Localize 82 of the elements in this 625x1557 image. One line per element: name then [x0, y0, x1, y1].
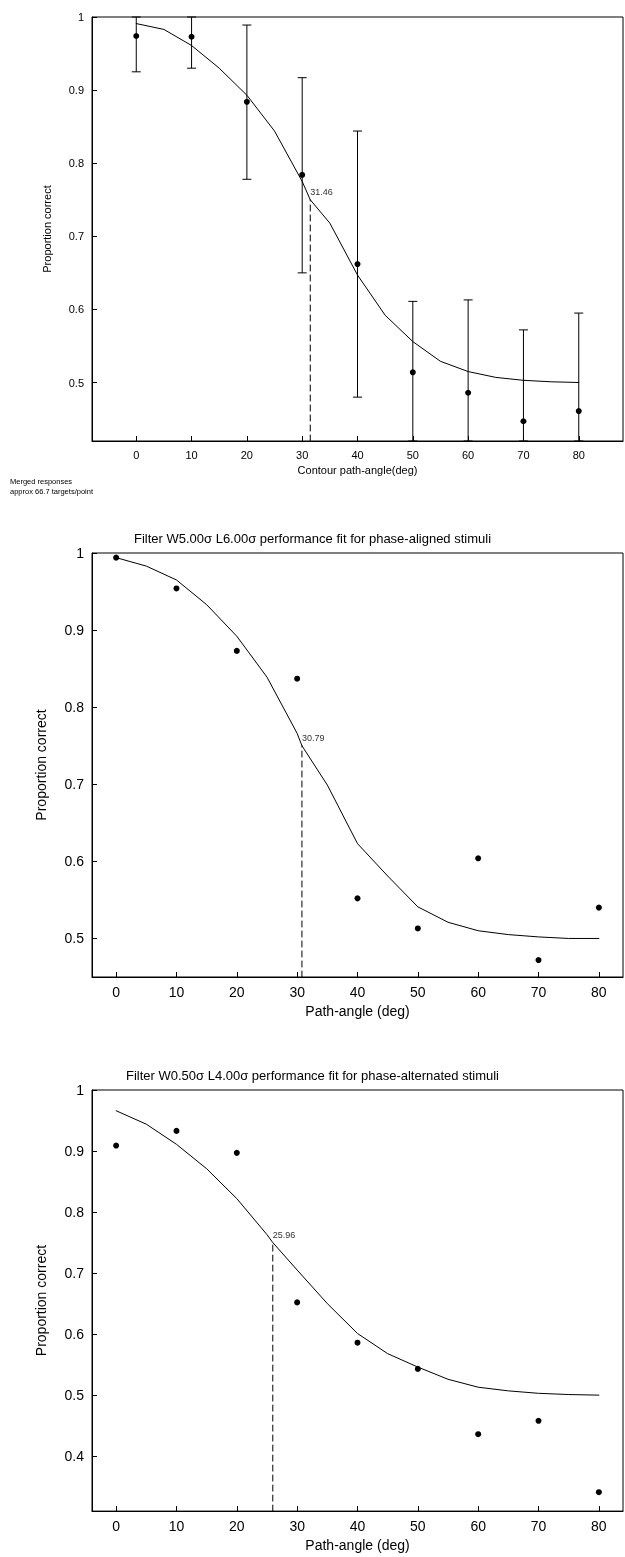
x-tick-label: 80 — [591, 1518, 607, 1535]
y-tick-label: 0.5 — [68, 376, 84, 389]
x-tick-label: 50 — [410, 1518, 426, 1535]
point — [475, 855, 482, 862]
x-axis-title: Path-angle (deg) — [305, 1002, 410, 1019]
x-axis-title: Path-angle (deg) — [305, 1537, 410, 1553]
point — [354, 261, 361, 268]
x-tick-label: 60 — [470, 984, 487, 1000]
point — [414, 925, 421, 932]
x-tick-label: 10 — [185, 448, 198, 461]
point — [233, 1149, 240, 1156]
point — [595, 1489, 602, 1496]
x-tick-label: 60 — [462, 448, 475, 461]
y-tick-label: 0.8 — [64, 699, 85, 716]
y-tick-label: 0.6 — [64, 853, 85, 870]
y-axis-title: Proportion correct — [40, 185, 53, 273]
point — [113, 1142, 120, 1149]
x-tick-label: 20 — [240, 448, 253, 461]
y-axis-title: Proportion correct — [33, 1244, 49, 1357]
y-tick-label: 0.8 — [68, 157, 84, 170]
x-tick-label: 40 — [349, 984, 366, 1000]
y-tick-label: 1 — [77, 11, 84, 23]
point — [595, 904, 602, 911]
x-tick-label: 60 — [470, 1518, 487, 1535]
point — [299, 171, 306, 178]
point — [409, 369, 416, 376]
y-tick-label: 0.4 — [64, 1448, 85, 1465]
y-tick-label: 0.7 — [64, 1265, 85, 1282]
point — [575, 408, 582, 415]
point — [294, 675, 301, 682]
x-tick-label: 80 — [591, 984, 607, 1000]
y-tick-label: 0.9 — [64, 1143, 85, 1160]
point — [465, 389, 472, 396]
x-tick-label: 30 — [289, 1518, 306, 1535]
point — [243, 98, 250, 105]
point — [294, 1299, 301, 1306]
y-tick-label: 0.7 — [64, 776, 85, 793]
x-tick-label: 50 — [410, 984, 426, 1000]
y-tick-label: 1 — [76, 545, 85, 561]
annotation: 30.79 — [301, 733, 325, 744]
point — [535, 1417, 542, 1424]
chart-title: Filter W5.00σ L6.00σ performance fit for phase-aligned stimuli — [133, 531, 492, 546]
x-tick-label: 70 — [517, 448, 530, 461]
y-tick-label: 0.5 — [64, 1387, 85, 1404]
point — [414, 1365, 421, 1372]
y-axis-title: Proportion correct — [33, 709, 49, 821]
x-tick-label: 40 — [349, 1518, 366, 1535]
annotation: 25.96 — [272, 1230, 296, 1241]
x-tick-label: 70 — [530, 1518, 547, 1535]
x-tick-label: 50 — [406, 448, 419, 461]
x-tick-label: 30 — [289, 984, 306, 1000]
y-tick-label: 0.9 — [64, 622, 85, 639]
y-tick-label: 0.6 — [68, 303, 84, 316]
point — [233, 647, 240, 654]
point — [535, 957, 542, 964]
point — [173, 1127, 180, 1134]
y-tick-label: 0.8 — [64, 1204, 85, 1221]
x-tick-label: 0 — [133, 448, 140, 461]
x-tick-label: 0 — [112, 1518, 121, 1535]
x-tick-label: 80 — [572, 448, 585, 461]
x-tick-label: 0 — [112, 984, 121, 1000]
y-tick-label: 0.7 — [68, 230, 84, 243]
chart-title: Filter W0.50σ L4.00σ performance fit for phase-alternated stimuli — [126, 1068, 500, 1083]
point — [113, 554, 120, 561]
point — [133, 33, 140, 40]
x-tick-label: 10 — [168, 984, 185, 1000]
y-tick-label: 0.6 — [64, 1326, 85, 1343]
point — [520, 418, 527, 425]
y-tick-label: 0.5 — [64, 930, 85, 947]
point — [475, 1431, 482, 1438]
y-tick-label: 0.9 — [68, 84, 84, 97]
point — [173, 585, 180, 592]
x-tick-label: 70 — [530, 984, 547, 1000]
annotation: 31.46 — [310, 187, 333, 198]
x-tick-label: 20 — [229, 984, 245, 1000]
x-tick-label: 40 — [351, 448, 364, 461]
y-tick-label: 1 — [76, 1082, 85, 1098]
point — [188, 33, 195, 40]
x-tick-label: 30 — [296, 448, 309, 461]
x-tick-label: 20 — [229, 1518, 245, 1535]
x-tick-label: 10 — [168, 1518, 185, 1535]
x-axis-title: Contour path-angle(deg) — [297, 464, 418, 477]
